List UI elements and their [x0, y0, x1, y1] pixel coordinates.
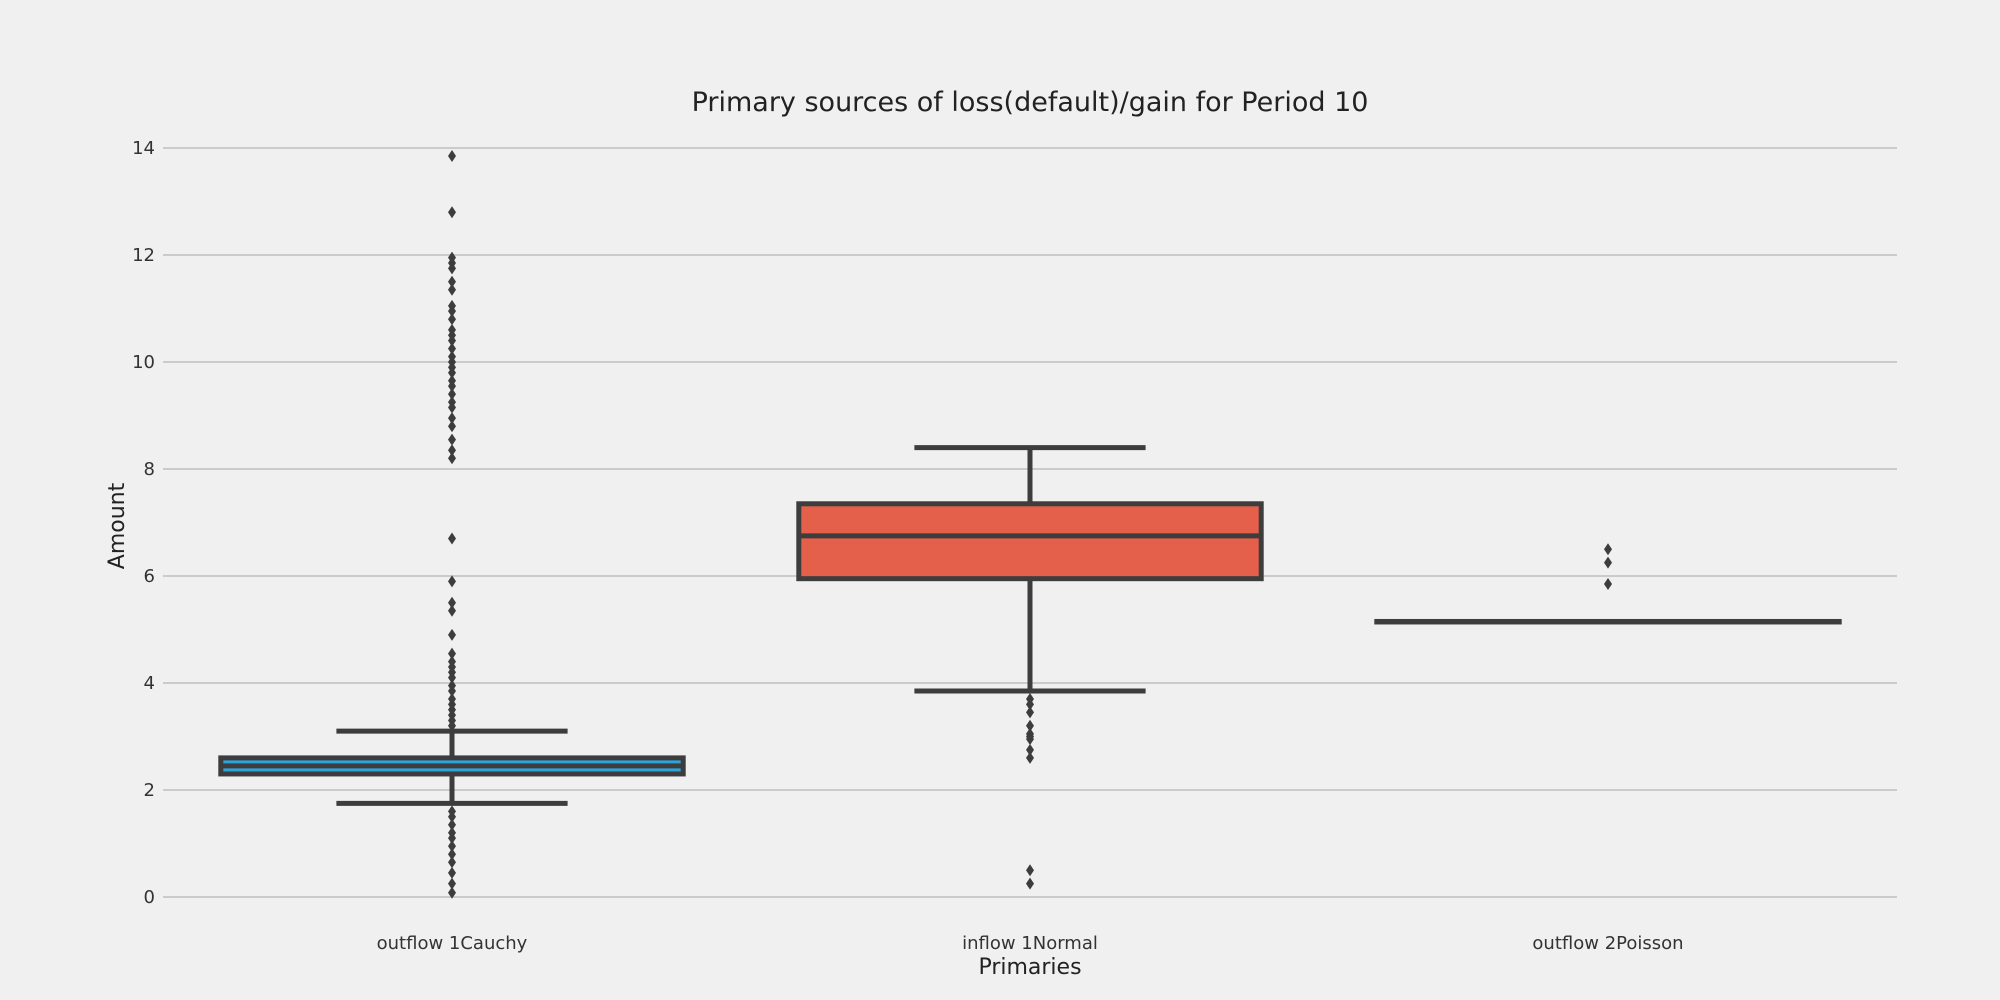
outlier-point — [448, 262, 456, 275]
y-tick-label: 0 — [144, 887, 155, 908]
y-tick-label: 12 — [132, 245, 155, 266]
outlier-point — [448, 877, 456, 890]
y-tick-label: 14 — [132, 138, 155, 159]
outlier-point — [1026, 698, 1034, 711]
box-series — [218, 150, 1842, 899]
outlier-point — [448, 380, 456, 393]
outlier-point — [448, 334, 456, 347]
y-tick-label: 2 — [144, 780, 155, 801]
box-iqr — [796, 501, 1264, 582]
y-tick-label: 8 — [144, 459, 155, 480]
outlier-point — [448, 532, 456, 545]
x-tick-label: inflow 1Normal — [962, 933, 1098, 954]
outlier-point — [1026, 877, 1034, 890]
outlier-point — [448, 313, 456, 326]
outlier-point — [448, 866, 456, 879]
outlier-point — [1026, 864, 1034, 877]
outlier-point — [448, 671, 456, 684]
outlier-point — [448, 685, 456, 698]
x-axis-label: Primaries — [978, 955, 1081, 980]
y-axis-label: Amount — [105, 482, 130, 569]
outlier-point — [448, 596, 456, 609]
outlier-point — [448, 810, 456, 823]
outlier-point — [1026, 719, 1034, 732]
outlier-point — [1604, 556, 1612, 569]
outlier-point — [448, 283, 456, 296]
chart-title: Primary sources of loss(default)/gain fo… — [692, 87, 1369, 118]
outlier-point — [448, 206, 456, 219]
outlier-point — [1604, 543, 1612, 556]
outlier-point — [1026, 743, 1034, 756]
outlier-point — [448, 366, 456, 379]
x-tick-label: outflow 1Cauchy — [377, 933, 528, 954]
outlier-point — [448, 150, 456, 163]
outlier-point — [448, 388, 456, 401]
outlier-point — [448, 628, 456, 641]
outlier-point — [448, 886, 456, 899]
outlier-point — [448, 848, 456, 861]
outlier-point — [448, 412, 456, 425]
y-tick-label: 10 — [132, 352, 155, 373]
x-tick-label: outflow 2Poisson — [1532, 933, 1683, 954]
outlier-point — [448, 604, 456, 617]
outlier-point — [448, 840, 456, 853]
outlier-point — [448, 305, 456, 318]
outlier-point — [1026, 733, 1034, 746]
outlier-point — [448, 719, 456, 732]
outlier-point — [448, 452, 456, 465]
outlier-point — [448, 401, 456, 414]
outlier-point — [448, 856, 456, 869]
outlier-point — [448, 342, 456, 355]
x-axis-ticks: outflow 1Cauchy inflow 1Normal outflow 2Po… — [377, 933, 1684, 954]
outlier-point — [1604, 578, 1612, 591]
outlier-point — [448, 818, 456, 831]
y-tick-label: 6 — [144, 566, 155, 587]
outlier-point — [1026, 751, 1034, 764]
outlier-point — [448, 420, 456, 433]
outlier-point — [448, 832, 456, 845]
outlier-point — [448, 433, 456, 446]
outlier-point — [448, 647, 456, 660]
outlier-point — [448, 575, 456, 588]
box-group-1 — [218, 150, 686, 899]
y-tick-label: 4 — [144, 673, 155, 694]
outlier-point — [448, 275, 456, 288]
box-group-3 — [1374, 543, 1842, 625]
y-axis-ticks: 0 2 4 6 8 10 12 14 — [132, 138, 155, 908]
box-group-2 — [796, 445, 1264, 890]
outlier-point — [1026, 706, 1034, 719]
outlier-point — [448, 444, 456, 457]
